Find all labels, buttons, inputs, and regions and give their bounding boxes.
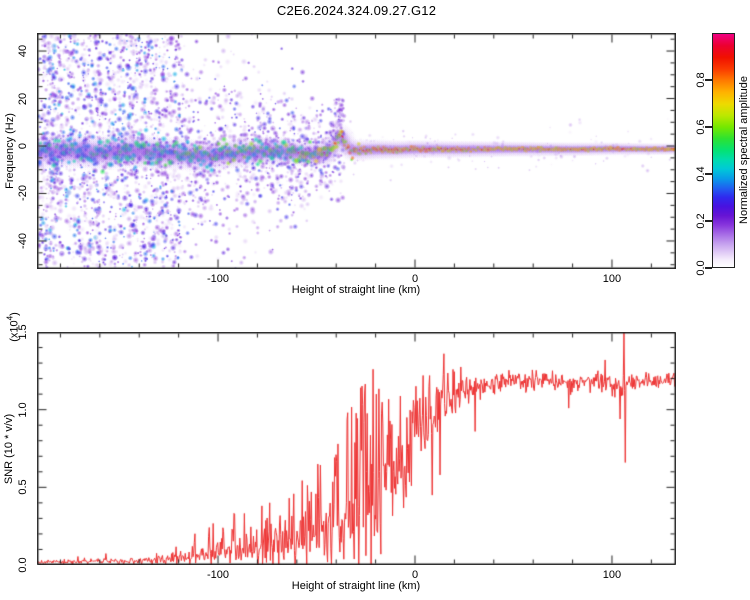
colorbar-tick <box>705 126 712 128</box>
spectrogram-y-tick-label: -40 <box>17 233 29 249</box>
spectrogram-canvas <box>37 33 676 269</box>
snr-y-tick-label: 1.5 <box>17 324 29 340</box>
spectrogram-x-tick-label: -100 <box>207 273 230 285</box>
snr-scale-post: ) <box>8 312 21 316</box>
plot-title: C2E6.2024.324.09.27.G12 <box>276 3 437 18</box>
snr-x-tick-label: -100 <box>207 569 230 581</box>
colorbar <box>712 33 735 268</box>
snr-y-axis-label: SNR (10 * v/v) <box>3 413 15 485</box>
spectrogram-y-axis-label: Frequency (Hz) <box>4 113 16 189</box>
snr-y-tick-label: 0.5 <box>17 479 29 495</box>
spectrogram-y-tick-label: 0 <box>17 142 29 150</box>
snr-x-tick-label: 0 <box>411 569 419 581</box>
snr-y-tick-label: 0.0 <box>17 557 29 573</box>
snr-x-tick-label: 100 <box>602 569 622 581</box>
spectrogram-x-tick-label: 100 <box>602 273 622 285</box>
snr-canvas <box>37 332 676 565</box>
colorbar-tick <box>705 267 712 269</box>
colorbar-label: Normalized spectral amplitude <box>738 76 750 224</box>
spectrogram-x-tick-label: 0 <box>411 273 419 285</box>
snr-scale-exponent: 4 <box>5 315 15 321</box>
spectrogram-y-tick-label: 20 <box>17 92 29 105</box>
snr-x-axis-label: Height of straight line (km) <box>291 580 421 592</box>
snr-y-tick-label: 1.0 <box>17 402 29 418</box>
colorbar-tick <box>705 173 712 175</box>
spectrogram-x-axis-label: Height of straight line (km) <box>291 284 421 296</box>
colorbar-tick <box>705 79 712 81</box>
spectrogram-y-tick-label: 40 <box>17 44 29 58</box>
colorbar-tick <box>705 220 712 222</box>
spectrogram-y-tick-label: -20 <box>17 185 29 202</box>
